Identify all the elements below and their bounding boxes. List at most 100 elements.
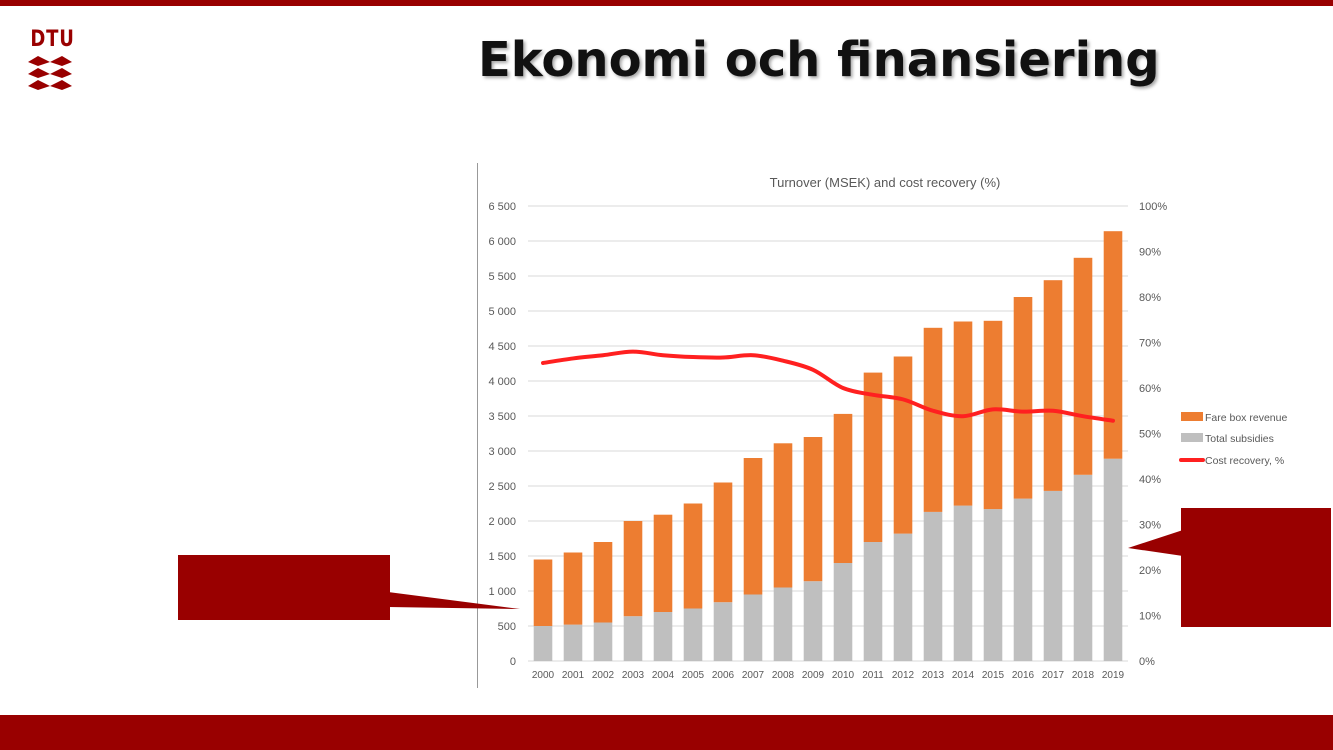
- chart-title: Turnover (MSEK) and cost recovery (%): [770, 175, 1001, 190]
- bar-fare-box-revenue: [743, 458, 763, 595]
- legend-fare-box-revenue-swatch: [1181, 412, 1203, 421]
- x-tick-label: 2015: [982, 670, 1005, 681]
- y-tick-label: 4 000: [488, 376, 516, 388]
- y2-tick-label: 20%: [1139, 565, 1161, 577]
- bar-total-subsidies: [923, 511, 943, 661]
- bar-fare-box-revenue: [863, 372, 883, 542]
- y-tick-label: 500: [498, 621, 516, 633]
- x-tick-label: 2003: [622, 670, 645, 681]
- callout-left-box: [178, 555, 390, 620]
- bar-total-subsidies: [833, 563, 853, 661]
- bar-total-subsidies: [1073, 474, 1093, 661]
- x-tick-label: 2004: [652, 670, 675, 681]
- x-tick-label: 2014: [952, 670, 975, 681]
- legend-fare-box-revenue-label: Fare box revenue: [1205, 412, 1287, 424]
- y-tick-label: 5 500: [488, 271, 516, 283]
- y-tick-label: 3 000: [488, 446, 516, 458]
- chart-legend: Fare box revenue Total subsidies Cost reco…: [1179, 412, 1287, 467]
- bar-total-subsidies: [1103, 458, 1123, 661]
- x-tick-label: 2006: [712, 670, 735, 681]
- x-tick-label: 2016: [1012, 670, 1035, 681]
- bar-fare-box-revenue: [683, 503, 703, 609]
- y2-tick-label: 90%: [1139, 247, 1161, 259]
- x-tick-label: 2019: [1102, 670, 1125, 681]
- bar-fare-box-revenue: [833, 413, 853, 563]
- legend-total-subsidies-swatch: [1181, 433, 1203, 442]
- bar-fare-box-revenue: [713, 482, 733, 603]
- y2-tick-label: 50%: [1139, 429, 1161, 441]
- x-tick-label: 2008: [772, 670, 795, 681]
- y-tick-label: 2 500: [488, 481, 516, 493]
- y2-tick-label: 30%: [1139, 520, 1161, 532]
- x-tick-label: 2002: [592, 670, 615, 681]
- bar-total-subsidies: [1013, 498, 1033, 661]
- bar-total-subsidies: [953, 505, 973, 661]
- bar-total-subsidies: [683, 608, 703, 661]
- x-tick-label: 2009: [802, 670, 825, 681]
- page-title: Ekonomi och finansiering: [478, 32, 1160, 88]
- y-tick-label: 6 500: [488, 201, 516, 213]
- bar-total-subsidies: [773, 587, 793, 661]
- bar-fare-box-revenue: [1043, 280, 1063, 491]
- bar-total-subsidies: [653, 612, 673, 661]
- x-tick-label: 2010: [832, 670, 855, 681]
- callout-right-pointer: [1128, 530, 1183, 556]
- cost-recovery-line: [541, 349, 1115, 423]
- callout-right-box: [1181, 508, 1331, 627]
- y2-tick-label: 70%: [1139, 338, 1161, 350]
- bar-fare-box-revenue: [533, 559, 553, 626]
- bottom-accent-bar: [0, 715, 1333, 750]
- bar-fare-box-revenue: [983, 320, 1003, 510]
- bar-fare-box-revenue: [893, 356, 913, 534]
- y2-tick-label: 100%: [1139, 201, 1167, 213]
- y2-tick-label: 0%: [1139, 656, 1155, 668]
- bar-total-subsidies: [983, 509, 1003, 661]
- turnover-chart: 0 500 1 000 1 500 2 000 2 500 3 000 3 500 4 000 4…: [488, 175, 1287, 681]
- bar-fare-box-revenue: [1103, 231, 1123, 459]
- top-accent-bar: [0, 0, 1333, 6]
- y2-tick-label: 80%: [1139, 292, 1161, 304]
- y-tick-label: 1 500: [488, 551, 516, 563]
- y-tick-label: 3 500: [488, 411, 516, 423]
- x-tick-label: 2011: [862, 670, 884, 681]
- bar-total-subsidies: [1043, 490, 1063, 661]
- bar-total-subsidies: [713, 602, 733, 661]
- bar-fare-box-revenue: [803, 437, 823, 582]
- bar-fare-box-revenue: [623, 521, 643, 617]
- grid-lines: [528, 205, 1128, 662]
- axis-labels: 0 500 1 000 1 500 2 000 2 500 3 000 3 500 4 000 4…: [488, 201, 1167, 681]
- x-tick-label: 2001: [562, 670, 585, 681]
- x-tick-label: 2007: [742, 670, 765, 681]
- bar-total-subsidies: [803, 581, 823, 661]
- bar-fare-box-revenue: [1073, 257, 1093, 475]
- x-tick-label: 2013: [922, 670, 945, 681]
- bar-fare-box-revenue: [923, 327, 943, 512]
- bar-fare-box-revenue: [953, 321, 973, 506]
- x-tick-label: 2017: [1042, 670, 1065, 681]
- cost-recovery-line-layer: [541, 349, 1115, 423]
- y-tick-label: 6 000: [488, 236, 516, 248]
- y-tick-label: 4 500: [488, 341, 516, 353]
- x-tick-label: 2005: [682, 670, 705, 681]
- y-tick-label: 5 000: [488, 306, 516, 318]
- bar-fare-box-revenue: [1013, 297, 1033, 499]
- y2-tick-label: 60%: [1139, 383, 1161, 395]
- bar-total-subsidies: [533, 626, 553, 661]
- y-tick-label: 2 000: [488, 516, 516, 528]
- y-tick-label: 0: [510, 656, 516, 668]
- y2-tick-label: 40%: [1139, 474, 1161, 486]
- bar-total-subsidies: [893, 533, 913, 661]
- bar-fare-box-revenue: [593, 542, 613, 623]
- logo-waves-icon: [28, 56, 72, 90]
- legend-cost-recovery-label: Cost recovery, %: [1205, 455, 1284, 467]
- bar-fare-box-revenue: [563, 552, 583, 625]
- bar-total-subsidies: [593, 622, 613, 661]
- bars: [533, 231, 1123, 661]
- bar-total-subsidies: [563, 624, 583, 661]
- x-tick-label: 2012: [892, 670, 915, 681]
- callout-left: [178, 555, 520, 620]
- callout-right: [1128, 508, 1331, 627]
- callout-left-pointer: [388, 592, 520, 609]
- bar-total-subsidies: [743, 594, 763, 661]
- x-tick-label: 2000: [532, 670, 555, 681]
